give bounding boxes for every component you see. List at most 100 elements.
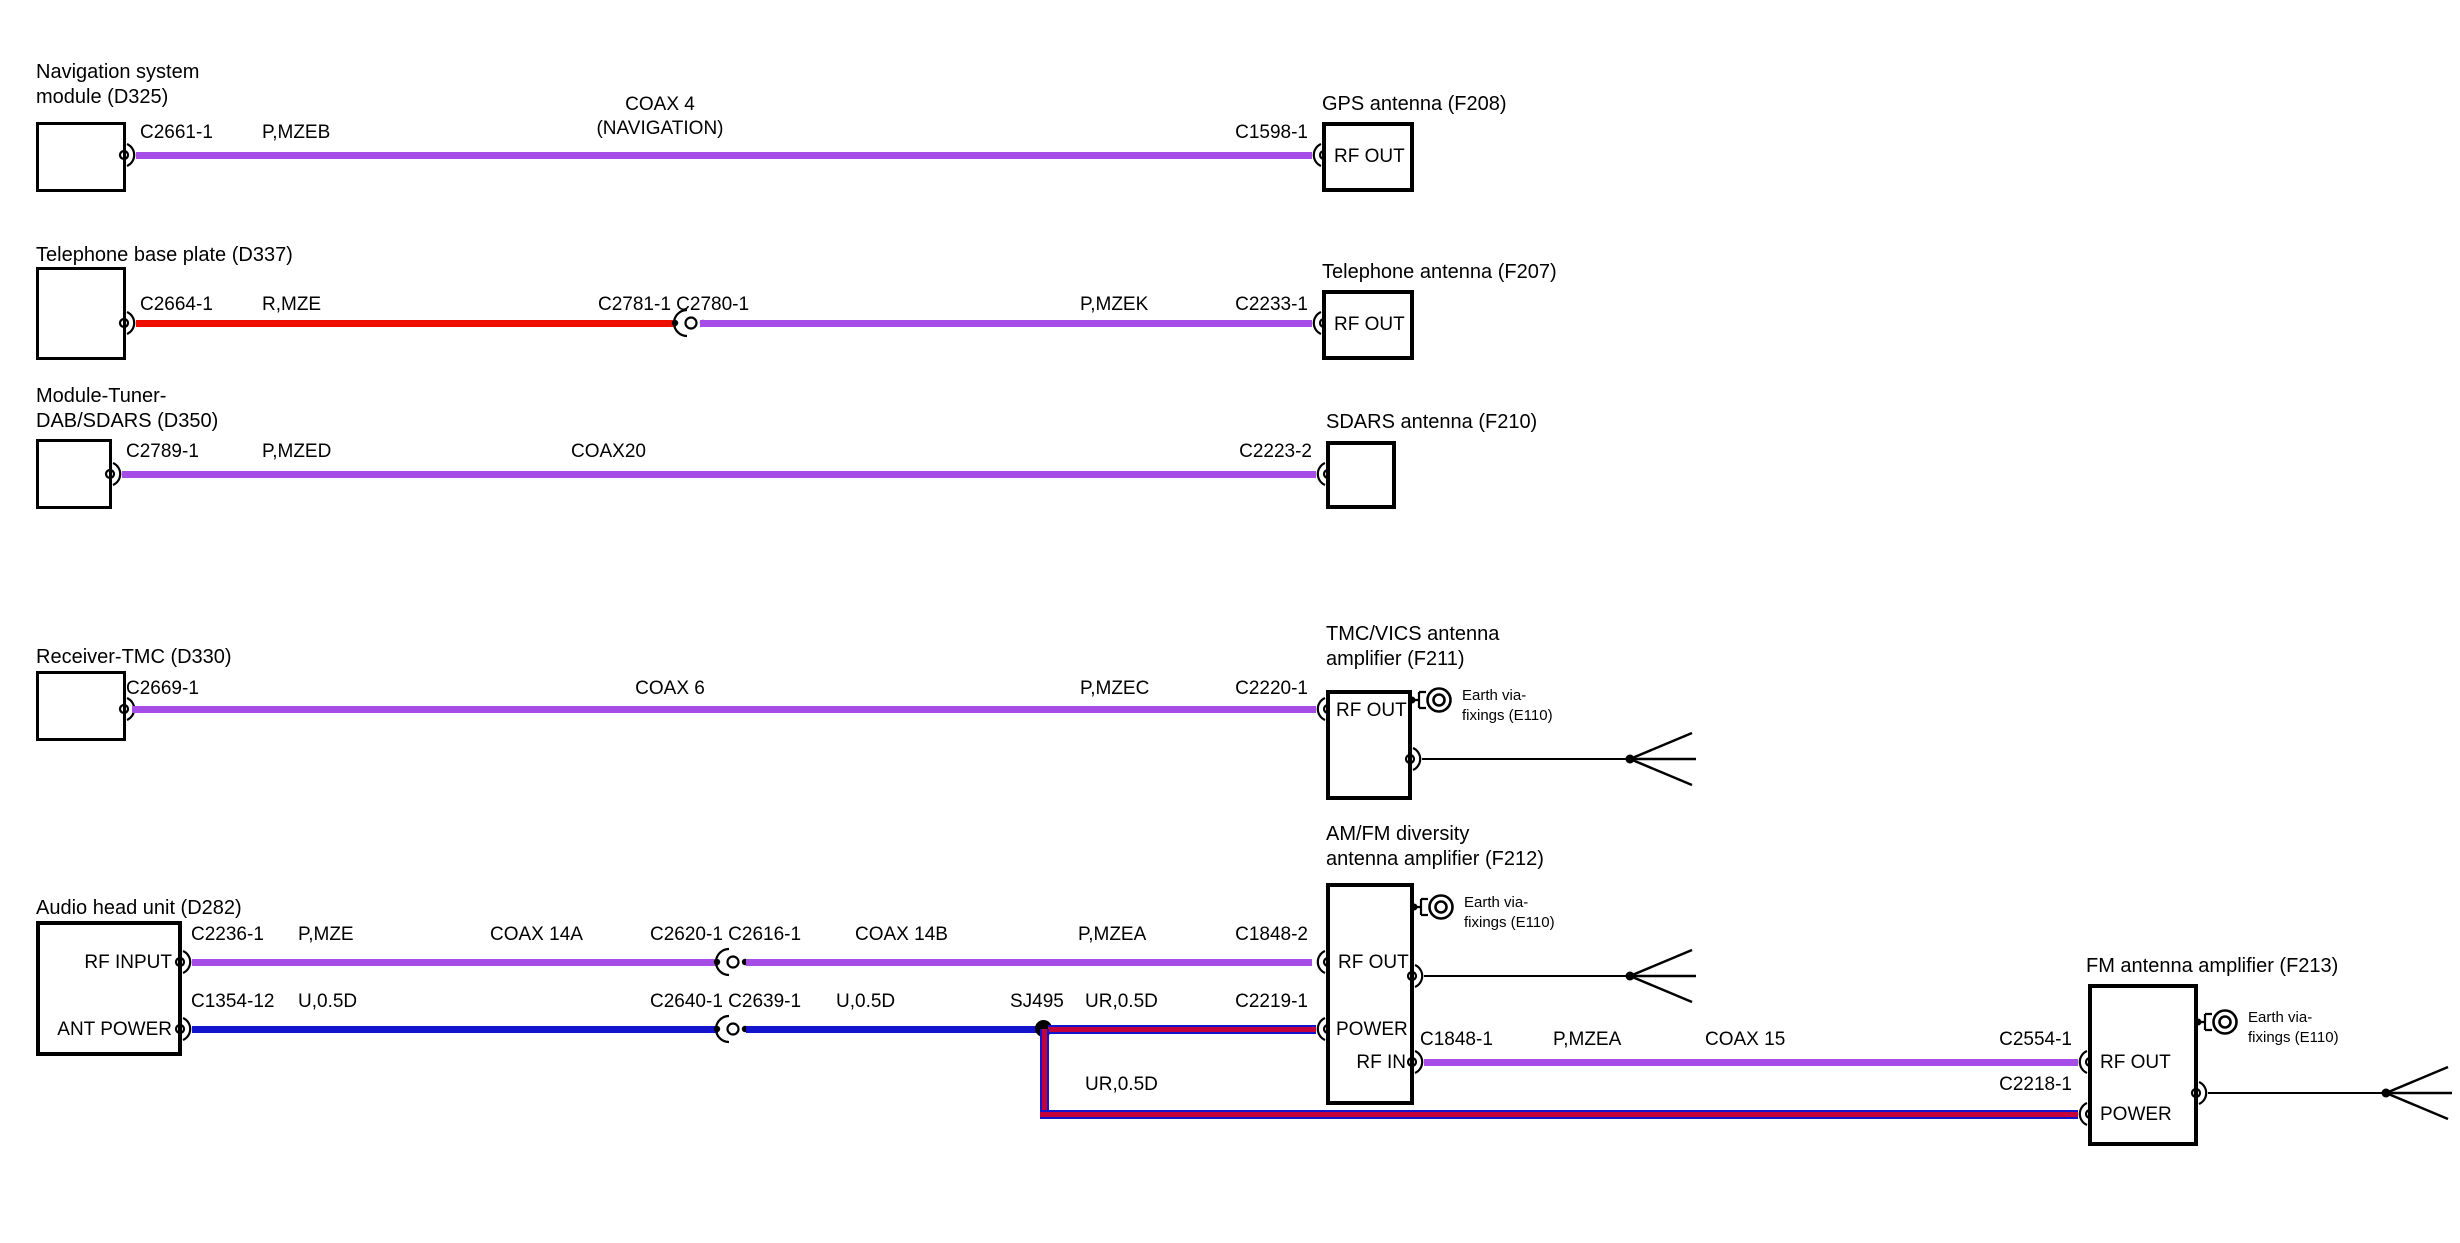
connector-icon — [104, 461, 122, 487]
antenna-title: SDARS antenna (F210) — [1326, 411, 1538, 433]
wire-p-mzec — [132, 705, 1316, 713]
connector-label: C1848-2 — [1235, 924, 1308, 945]
connector-label: C2669-1 — [126, 678, 199, 699]
connector-label: C2233-1 — [1235, 294, 1308, 315]
port-label: RF OUT — [1338, 952, 1409, 973]
amplifier-box-f212 — [1326, 883, 1414, 1105]
amplifier-title-line: TMC/VICS antenna — [1326, 623, 1500, 645]
antenna-lead-line — [2208, 1091, 2386, 1095]
amplifier-box-f213 — [2088, 984, 2198, 1146]
device-box-d330 — [36, 671, 126, 741]
antenna-lead-line — [1422, 757, 1630, 761]
connector-label: C2220-1 — [1235, 678, 1308, 699]
amplifier-title-line: AM/FM diversity — [1326, 823, 1470, 845]
amplifier-title-line: antenna amplifier (F212) — [1326, 848, 1544, 870]
port-label: RF IN — [1356, 1052, 1406, 1073]
wire-label: P,MZED — [262, 441, 332, 462]
wire-ur-05d-drop — [1039, 1029, 1049, 1119]
earth-label-line: Earth via- — [2248, 1009, 2313, 1026]
wire-label: P,MZEC — [1080, 678, 1150, 699]
antenna-title: Telephone antenna (F207) — [1322, 261, 1557, 283]
wire-label: UR,0.5D — [1085, 991, 1158, 1012]
earth-label-line: Earth via- — [1464, 894, 1529, 911]
wire-p-mzeb — [136, 151, 1312, 159]
inline-connector-label: C2781-1 C2780-1 — [598, 294, 750, 315]
wire-label: P,MZE — [298, 924, 354, 945]
splice-label: SJ495 — [1010, 991, 1064, 1012]
earth-label-line: fixings (E110) — [1462, 707, 1553, 724]
device-box-d325 — [36, 122, 126, 192]
wire-p-mzea-coax15 — [1424, 1058, 2078, 1066]
antenna-icon — [2381, 1065, 2452, 1121]
connector-icon — [2190, 1080, 2208, 1106]
wire-label: U,0.5D — [836, 991, 896, 1012]
connector-icon — [118, 310, 136, 336]
device-title: Telephone base plate (D337) — [36, 244, 293, 266]
earth-icon — [1411, 894, 1454, 920]
coax-label-line: (NAVIGATION) — [596, 118, 724, 139]
wire-label: P,MZEK — [1080, 294, 1149, 315]
coax-label: COAX20 — [571, 441, 646, 462]
wire-u-05d — [192, 1025, 718, 1033]
connector-label: C1848-1 — [1420, 1029, 1493, 1050]
connector-label: C2661-1 — [140, 122, 213, 143]
coax-label-line: COAX 4 — [625, 94, 695, 115]
amplifier-box-f211 — [1326, 690, 1412, 800]
wire-label: U,0.5D — [298, 991, 358, 1012]
port-label: RF OUT — [2100, 1052, 2171, 1073]
device-title-line: Navigation system — [36, 61, 200, 83]
wire-p-mze — [192, 958, 718, 966]
wire-label: P,MZEB — [262, 122, 331, 143]
inline-connector-label: C2640-1 C2639-1 — [650, 991, 802, 1012]
connector-label: C2664-1 — [140, 294, 213, 315]
amplifier-title: FM antenna amplifier (F213) — [2086, 955, 2339, 977]
wire-label: R,MZE — [262, 294, 322, 315]
device-title-line: Module-Tuner- — [36, 385, 167, 407]
device-box-d337 — [36, 267, 126, 360]
connector-label: C2223-2 — [1239, 441, 1312, 462]
connector-label: C1598-1 — [1235, 122, 1308, 143]
coax-label: COAX 15 — [1705, 1029, 1786, 1050]
wire-r-mze — [136, 319, 676, 327]
wire-label: UR,0.5D — [1085, 1074, 1158, 1095]
inline-connector-icon — [713, 1014, 749, 1044]
wire-p-mzek — [700, 319, 1312, 327]
connector-icon — [1404, 746, 1422, 772]
connector-label: C2236-1 — [191, 924, 264, 945]
connector-icon — [118, 142, 136, 168]
connector-icon — [174, 1016, 192, 1042]
connector-label: C1354-12 — [191, 991, 275, 1012]
connector-label: C2218-1 — [1999, 1074, 2072, 1095]
inline-connector-label: C2620-1 C2616-1 — [650, 924, 802, 945]
device-title-line: DAB/SDARS (D350) — [36, 410, 219, 432]
antenna-icon — [1625, 948, 1696, 1004]
connector-icon — [174, 949, 192, 975]
antenna-box-f208 — [1322, 122, 1414, 192]
connector-icon — [1406, 1049, 1424, 1075]
amplifier-title-line: amplifier (F211) — [1326, 648, 1465, 670]
device-box-d350 — [36, 439, 112, 509]
port-label: RF OUT — [1334, 146, 1405, 167]
coax-label: COAX 6 — [635, 678, 705, 699]
connector-icon — [1406, 963, 1424, 989]
antenna-title: GPS antenna (F208) — [1322, 93, 1507, 115]
device-title: Audio head unit (D282) — [36, 897, 242, 919]
earth-icon — [1409, 687, 1452, 713]
port-label: POWER — [2100, 1104, 2172, 1125]
connector-label: C2219-1 — [1235, 991, 1308, 1012]
antenna-icon — [1625, 731, 1696, 787]
port-label: POWER — [1336, 1019, 1408, 1040]
device-title-line: module (D325) — [36, 86, 169, 108]
port-label: RF OUT — [1336, 700, 1407, 721]
wire-ur-05d-bottom — [1039, 1109, 2078, 1119]
earth-label-line: fixings (E110) — [1464, 914, 1555, 931]
device-box-d282 — [36, 921, 182, 1056]
wire-p-mzea — [746, 958, 1312, 966]
antenna-box-f210 — [1326, 441, 1396, 509]
antenna-box-f207 — [1322, 290, 1414, 360]
wire-ur-05d — [1048, 1024, 1316, 1034]
earth-label-line: Earth via- — [1462, 687, 1527, 704]
port-label: RF INPUT — [84, 952, 172, 973]
wire-p-mzed — [122, 470, 1316, 478]
